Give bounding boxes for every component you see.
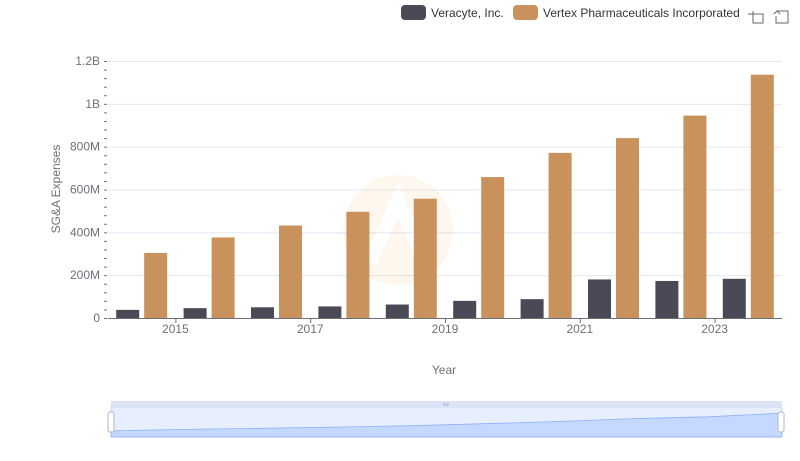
bar-vertex-2021[interactable] — [616, 138, 639, 318]
bar-veracyte-2015[interactable] — [183, 308, 207, 318]
legend-item-veracyte[interactable]: Veracyte, Inc. — [401, 5, 504, 20]
x-tick-label: 2021 — [566, 322, 593, 336]
legend-label-veracyte: Veracyte, Inc. — [431, 6, 504, 20]
legend: Veracyte, Inc. Vertex Pharmaceuticals In… — [401, 5, 740, 20]
y-axis-title: SG&A Expenses — [49, 145, 63, 234]
data-zoom-handle-right[interactable] — [777, 411, 785, 433]
zoom-icon[interactable] — [748, 11, 764, 24]
y-tick-label: 600M — [70, 183, 100, 197]
y-tick-label: 800M — [70, 140, 100, 154]
y-minor-ticks — [104, 61, 107, 319]
x-tick-label: 2015 — [162, 322, 189, 336]
legend-swatch-vertex — [513, 5, 538, 20]
x-tick-label: 2017 — [297, 322, 324, 336]
x-axis-ticks: 2015 2017 2019 2021 2023 — [162, 318, 728, 336]
y-tick-label: 400M — [70, 225, 100, 239]
bar-vertex-2020[interactable] — [548, 152, 572, 318]
bar-vertex-2022[interactable] — [683, 115, 707, 318]
data-zoom-selection[interactable] — [111, 407, 782, 437]
data-zoom-slider[interactable] — [107, 401, 785, 438]
drag-handle-icon[interactable] — [443, 403, 449, 406]
bar-veracyte-2019[interactable] — [453, 300, 477, 318]
bar-vertex-2018[interactable] — [413, 198, 437, 318]
restore-icon[interactable] — [773, 10, 789, 24]
bar-vertex-2019[interactable] — [481, 177, 505, 318]
bar-veracyte-2017[interactable] — [318, 306, 342, 318]
legend-item-vertex[interactable]: Vertex Pharmaceuticals Incorporated — [513, 5, 740, 20]
bar-vertex-2014[interactable] — [144, 252, 168, 318]
bar-veracyte-2020[interactable] — [520, 299, 544, 318]
bar-veracyte-2014[interactable] — [116, 309, 140, 318]
x-tick-label: 2019 — [432, 322, 459, 336]
y-tick-label: 1.2B — [75, 54, 100, 68]
bar-veracyte-2022[interactable] — [655, 280, 679, 318]
data-zoom-handle-left[interactable] — [107, 411, 115, 433]
x-axis-title: Year — [432, 363, 456, 377]
legend-label-vertex: Vertex Pharmaceuticals Incorporated — [543, 6, 740, 20]
bar-veracyte-2021[interactable] — [588, 279, 611, 318]
bar-veracyte-2016[interactable] — [251, 307, 274, 318]
bar-vertex-2023[interactable] — [750, 74, 774, 318]
y-axis-labels: 0 200M 400M 600M 800M 1B 1.2B — [70, 54, 100, 325]
y-tick-label: 0 — [93, 311, 100, 325]
y-tick-label: 1B — [85, 97, 100, 111]
bar-veracyte-2023[interactable] — [722, 278, 746, 318]
bar-veracyte-2018[interactable] — [385, 304, 409, 318]
y-tick-label: 200M — [70, 268, 100, 282]
legend-swatch-veracyte — [401, 5, 426, 20]
data-zoom-top-bar[interactable] — [111, 401, 782, 408]
bars-layer — [116, 74, 774, 318]
x-tick-label: 2023 — [701, 322, 728, 336]
bar-vertex-2015[interactable] — [211, 237, 235, 318]
grid-lines — [108, 61, 782, 277]
bar-vertex-2017[interactable] — [346, 211, 370, 318]
bar-vertex-2016[interactable] — [279, 225, 302, 318]
